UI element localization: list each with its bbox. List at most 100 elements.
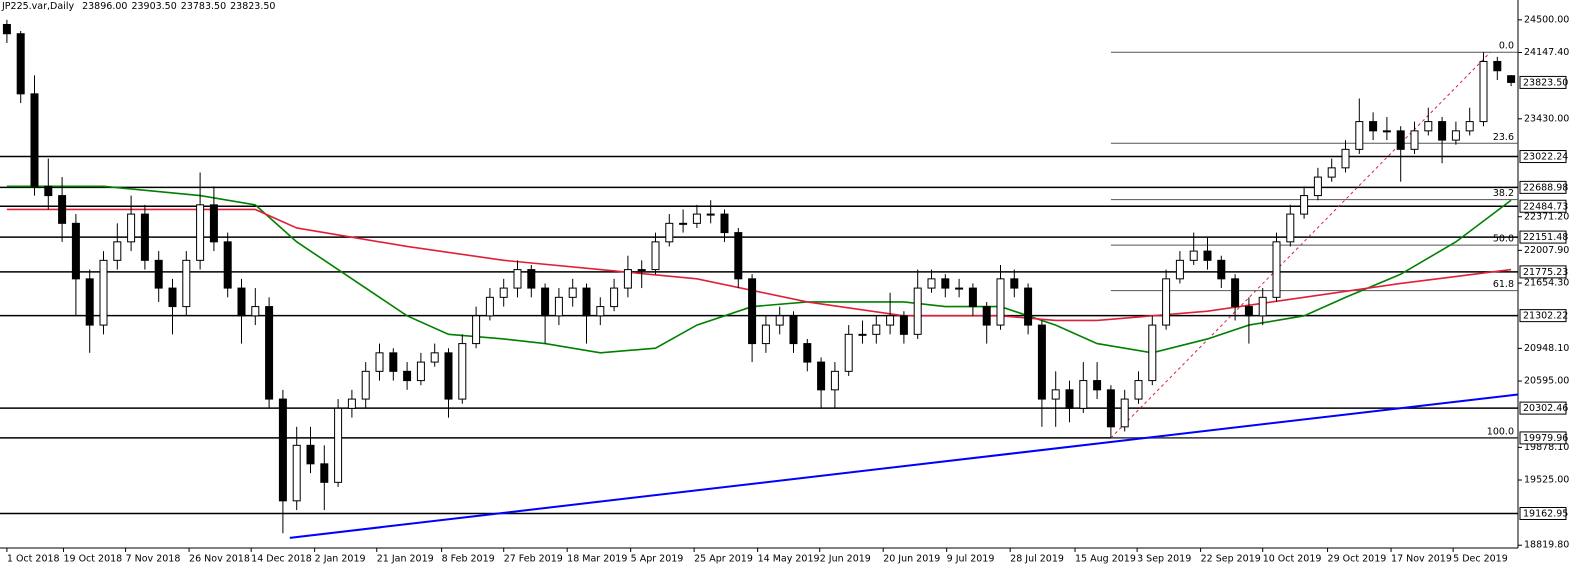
candle-body — [1217, 259, 1226, 280]
candle-body — [610, 287, 619, 308]
candle-body — [2, 23, 11, 35]
candle-body — [568, 287, 577, 298]
candle-body — [1162, 278, 1171, 326]
candle-body — [1355, 121, 1364, 150]
level-label-box — [1519, 265, 1567, 279]
candle-body — [1244, 306, 1253, 317]
fib-level-label: 23.6 — [1493, 132, 1514, 143]
x-tick-label: 5 Dec 2019 — [1453, 554, 1508, 565]
candle-body — [899, 315, 908, 335]
candle-body — [1037, 324, 1046, 400]
header-high: 23903.50 — [131, 1, 176, 12]
candle-body — [789, 315, 798, 345]
y-tick-label: 19878.10 — [1524, 442, 1569, 453]
candle-body — [265, 306, 274, 400]
candle-body — [1451, 130, 1460, 141]
candle-body — [527, 269, 536, 289]
level-label: 21302.22 — [1523, 311, 1568, 322]
header-open: 23896.00 — [82, 1, 127, 12]
candle-body — [127, 213, 136, 243]
candle-body — [306, 444, 315, 465]
candle-body — [1010, 278, 1019, 289]
candle-body — [706, 213, 715, 216]
candle-body — [334, 407, 343, 483]
candle-body — [113, 241, 122, 261]
x-tick-label: 14 May 2019 — [758, 554, 820, 565]
candle-body — [665, 222, 674, 243]
candle-body — [1410, 130, 1419, 150]
candle-body — [1424, 121, 1433, 132]
candle-body — [375, 352, 384, 372]
level-label: 20302.46 — [1523, 403, 1568, 414]
level-label: 19162.95 — [1523, 509, 1568, 520]
x-tick-label: 7 Nov 2018 — [126, 554, 181, 565]
candle-body — [1093, 380, 1102, 391]
candle-body — [513, 269, 522, 289]
header-low: 23783.50 — [181, 1, 226, 12]
candle-body — [1369, 121, 1378, 132]
candle-body — [637, 269, 646, 272]
candle-body — [1203, 250, 1212, 261]
candle-body — [1300, 195, 1309, 215]
candle-body — [803, 343, 812, 363]
level-label: 23022.24 — [1523, 152, 1568, 163]
candle-body — [775, 315, 784, 326]
candle-body — [1313, 176, 1322, 197]
chart-title: JP225.var,Daily 23896.00 23903.50 23783.50 2… — [1, 1, 275, 12]
candle-body — [554, 296, 563, 317]
candle-body — [1024, 287, 1033, 326]
x-tick-label: 15 Aug 2019 — [1075, 554, 1136, 565]
candle-body — [1065, 389, 1074, 409]
moving-average — [6, 185, 1512, 354]
y-tick-label: 24147.40 — [1524, 47, 1569, 58]
x-tick-label: 28 Jul 2019 — [1010, 554, 1064, 565]
candle-body — [458, 343, 467, 400]
candle-body — [1493, 60, 1502, 72]
candle-body — [278, 398, 287, 502]
candle-body — [955, 287, 964, 290]
level-label: 22688.98 — [1523, 182, 1568, 193]
current-price-box — [1519, 75, 1567, 89]
level-label-box — [1519, 507, 1567, 521]
symbol: JP225.var,Daily — [1, 1, 74, 12]
x-tick-label: 19 Oct 2018 — [63, 554, 122, 565]
candle-body — [361, 370, 370, 400]
candle-body — [168, 287, 177, 308]
candle-body — [182, 259, 191, 308]
candle-body — [734, 232, 743, 280]
x-tick-label: 3 Sep 2019 — [1137, 554, 1191, 565]
candle-body — [444, 352, 453, 400]
candle-body — [1507, 75, 1516, 83]
candle-body — [1231, 278, 1240, 308]
level-label-box — [1519, 150, 1567, 164]
level-label-box — [1519, 401, 1567, 415]
candle-body — [30, 93, 39, 187]
y-tick-label: 20948.10 — [1524, 343, 1569, 354]
candle-body — [596, 306, 605, 317]
candle-body — [430, 352, 439, 363]
candle-body — [996, 278, 1005, 326]
level-label-box — [1519, 431, 1567, 445]
candle-body — [1051, 389, 1060, 400]
candle-body — [872, 324, 881, 335]
candle-body — [1106, 389, 1115, 428]
x-tick-label: 2 Jan 2019 — [315, 554, 366, 565]
candle-body — [1272, 241, 1281, 298]
candle-body — [982, 306, 991, 326]
candle-body — [623, 269, 632, 289]
level-label-box — [1519, 199, 1567, 213]
fib-level-label: 38.2 — [1493, 188, 1514, 199]
x-tick-label: 18 Mar 2019 — [567, 554, 627, 565]
x-tick-label: 10 Oct 2019 — [1263, 554, 1322, 565]
level-label-box — [1519, 180, 1567, 194]
candle-body — [1079, 380, 1088, 409]
y-tick-label: 24500.00 — [1524, 14, 1569, 25]
x-tick-label: 2 Jun 2019 — [820, 554, 871, 565]
candle-body — [817, 361, 826, 391]
y-tick-label: 20595.00 — [1524, 376, 1569, 387]
candle-body — [416, 361, 425, 382]
candle-body — [886, 315, 895, 326]
candle-body — [968, 287, 977, 308]
x-tick-label: 26 Nov 2018 — [189, 554, 250, 565]
